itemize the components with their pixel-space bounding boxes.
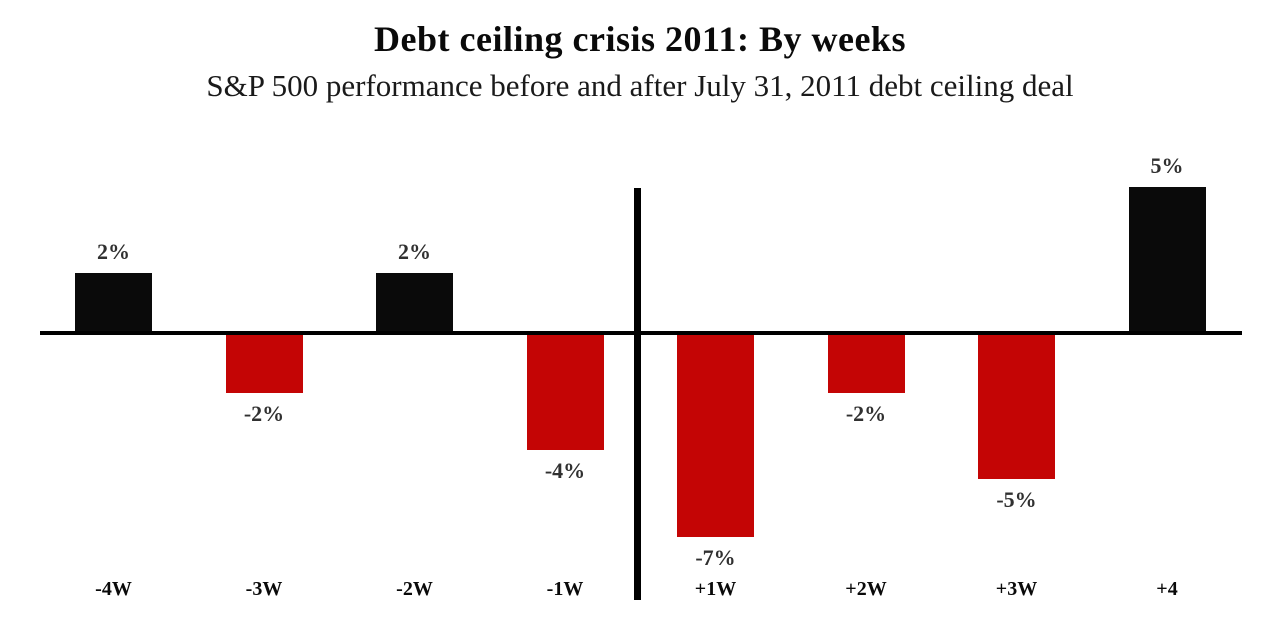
- chart-title: Debt ceiling crisis 2011: By weeks: [374, 19, 906, 59]
- x-axis-label-+2W: +2W: [845, 578, 887, 600]
- bar--1W: [526, 335, 604, 451]
- bar-value-label-+2W: -2%: [845, 400, 887, 426]
- x-axis-label-+4: +4: [1156, 578, 1178, 600]
- bar-+1W: [677, 335, 754, 537]
- zero-axis-line: [40, 331, 1242, 335]
- chart-subtitle: S&P 500 performance before and after Jul…: [206, 68, 1074, 103]
- bar-value-label--2W: 2%: [398, 239, 431, 265]
- x-axis-label--2W: -2W: [396, 578, 433, 600]
- bar--2W: [376, 273, 453, 331]
- bar--3W: [225, 335, 303, 393]
- bar-value-label-+1W: -7%: [695, 544, 736, 570]
- x-axis-label-+3W: +3W: [995, 578, 1038, 600]
- bar-+2W: [827, 335, 905, 393]
- bar-value-label-+4: 5%: [1150, 153, 1184, 178]
- x-axis-label--1W: -1W: [546, 578, 584, 600]
- bar-+4: [1128, 187, 1206, 331]
- x-axis-label--4W: -4W: [95, 578, 132, 600]
- bar-value-label--1W: -4%: [544, 458, 586, 484]
- bar-value-label--4W: 2%: [97, 239, 130, 265]
- event-divider-line: [634, 188, 641, 600]
- x-axis-label-+1W: +1W: [694, 578, 737, 600]
- x-axis-label--3W: -3W: [245, 578, 283, 600]
- bar--4W: [75, 273, 152, 331]
- bar-value-label--3W: -2%: [243, 400, 285, 426]
- bar-value-label-+3W: -5%: [996, 487, 1037, 512]
- bar-+3W: [978, 335, 1055, 479]
